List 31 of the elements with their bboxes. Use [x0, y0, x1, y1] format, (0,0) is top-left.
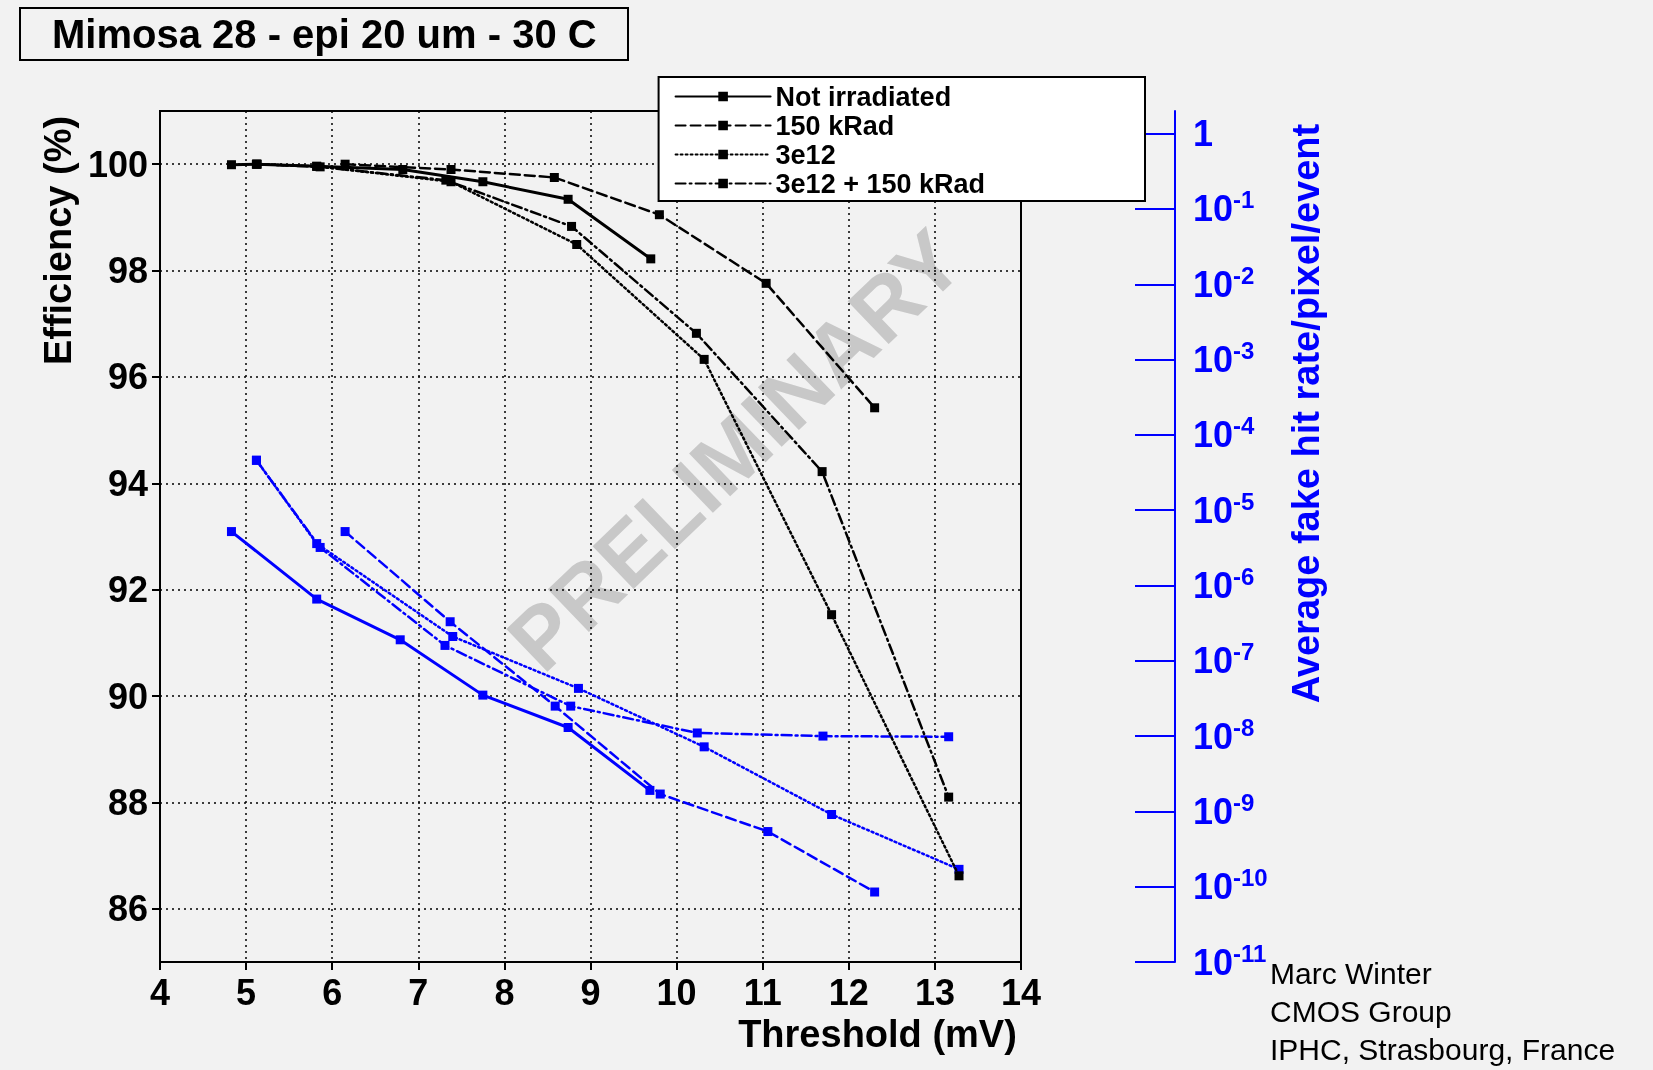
x-tick-label: 5 [236, 971, 257, 1013]
x-tick-label: 11 [743, 971, 782, 1013]
x-tick-label: 10 [656, 971, 697, 1013]
text: Marc Winter [1270, 956, 1432, 990]
y-axis-title: Efficiency (%) [37, 115, 80, 366]
legend-label: 3e12 + 150 kRad [775, 168, 986, 199]
legend-label: 3e12 [775, 139, 836, 170]
x-tick-label: 8 [494, 971, 515, 1013]
text: IPHC, Strasbourg, France [1270, 1032, 1616, 1066]
legend-label: 150 kRad [775, 110, 895, 141]
chart-title: Mimosa 28 - epi 20 um - 30 C [52, 12, 597, 56]
y-tick-label: 94 [107, 462, 148, 504]
y2-tick-label: 1 [1193, 113, 1214, 155]
x-axis-title: Threshold (mV) [738, 1012, 1017, 1055]
x-tick-label: 4 [149, 971, 171, 1013]
y-tick-label: 96 [107, 356, 148, 398]
x-tick-label: 14 [1000, 971, 1042, 1013]
x-tick-label: 6 [322, 971, 343, 1013]
y2-axis-title: Average fake hit rate/pixel/event [1285, 123, 1327, 704]
x-tick-label: 7 [408, 971, 429, 1013]
y-tick-label: 90 [107, 675, 148, 717]
y-tick-label: 86 [107, 888, 148, 930]
y-tick-label: 100 [87, 143, 148, 185]
y-tick-label: 92 [107, 569, 148, 611]
x-tick-label: 9 [580, 971, 601, 1013]
x-tick-label: 13 [914, 971, 955, 1013]
x-tick-label: 12 [828, 971, 869, 1013]
y-tick-label: 88 [107, 781, 148, 823]
text: CMOS Group [1270, 994, 1452, 1028]
legend-label: Not irradiated [775, 81, 952, 112]
y-tick-label: 98 [107, 250, 148, 292]
